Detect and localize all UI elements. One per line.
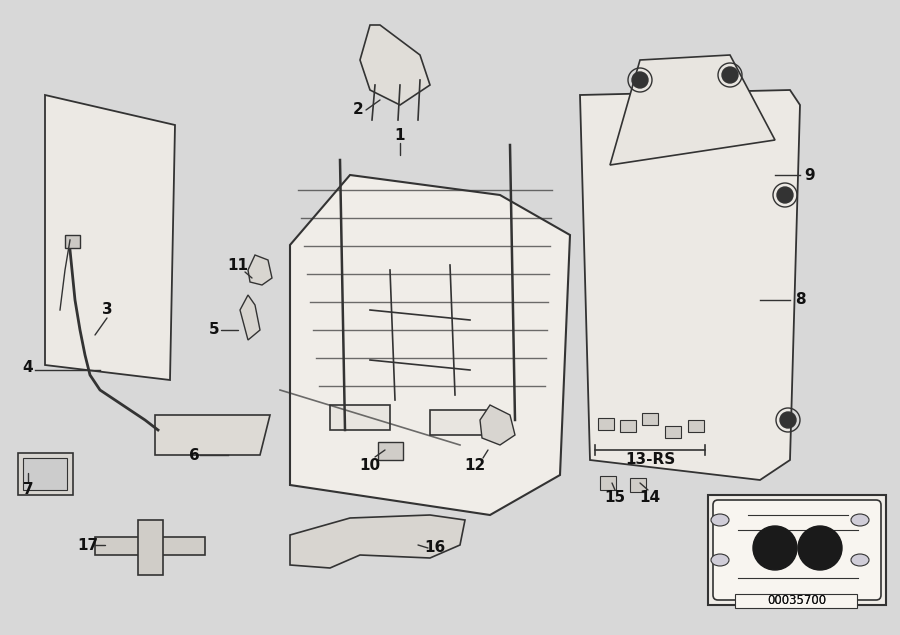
Text: 15: 15 — [605, 490, 626, 505]
Circle shape — [777, 187, 793, 203]
Bar — [665, 426, 681, 438]
Text: 13-RS: 13-RS — [625, 453, 675, 467]
Bar — [688, 420, 704, 432]
Polygon shape — [290, 515, 465, 568]
Text: 2: 2 — [353, 102, 364, 117]
Circle shape — [632, 72, 648, 88]
Polygon shape — [290, 175, 570, 515]
Bar — [620, 420, 636, 432]
Bar — [23, 458, 67, 490]
Circle shape — [722, 67, 738, 83]
Bar — [95, 537, 205, 555]
Polygon shape — [580, 90, 800, 480]
Ellipse shape — [851, 554, 869, 566]
FancyBboxPatch shape — [708, 495, 886, 605]
Text: 10: 10 — [359, 457, 381, 472]
Polygon shape — [248, 255, 272, 285]
Polygon shape — [240, 295, 260, 340]
Text: 14: 14 — [639, 490, 661, 505]
Text: 11: 11 — [228, 258, 248, 272]
Polygon shape — [155, 415, 270, 455]
Polygon shape — [610, 55, 775, 165]
Polygon shape — [45, 95, 175, 380]
Polygon shape — [65, 235, 80, 248]
Text: 4: 4 — [22, 361, 33, 375]
Text: 5: 5 — [209, 323, 220, 337]
Polygon shape — [360, 25, 430, 105]
Text: 12: 12 — [464, 457, 486, 472]
Text: 3: 3 — [102, 302, 112, 318]
Text: 16: 16 — [425, 540, 446, 556]
Bar — [330, 405, 390, 430]
Text: 9: 9 — [805, 168, 815, 182]
Ellipse shape — [711, 554, 729, 566]
Bar — [18, 453, 73, 495]
Text: 00035700: 00035700 — [768, 594, 826, 608]
Circle shape — [780, 412, 796, 428]
Circle shape — [798, 526, 842, 570]
Text: 00035700: 00035700 — [768, 594, 826, 606]
FancyBboxPatch shape — [713, 500, 881, 600]
Circle shape — [753, 526, 797, 570]
Ellipse shape — [851, 514, 869, 526]
Bar — [598, 418, 614, 430]
Text: 7: 7 — [22, 483, 33, 497]
Bar — [735, 594, 857, 608]
Bar — [378, 442, 403, 460]
Ellipse shape — [711, 514, 729, 526]
Bar — [600, 476, 616, 490]
Bar — [138, 520, 163, 575]
Polygon shape — [480, 405, 515, 445]
Text: 17: 17 — [77, 537, 99, 552]
Text: 1: 1 — [395, 128, 405, 142]
Text: 8: 8 — [795, 293, 806, 307]
Bar — [642, 413, 658, 425]
Bar — [430, 410, 490, 435]
Bar — [630, 478, 646, 492]
Text: 6: 6 — [189, 448, 200, 462]
